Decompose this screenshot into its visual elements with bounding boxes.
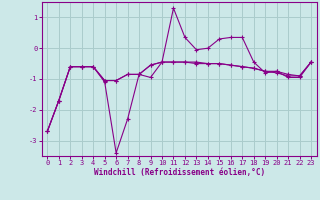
X-axis label: Windchill (Refroidissement éolien,°C): Windchill (Refroidissement éolien,°C) bbox=[94, 168, 265, 177]
